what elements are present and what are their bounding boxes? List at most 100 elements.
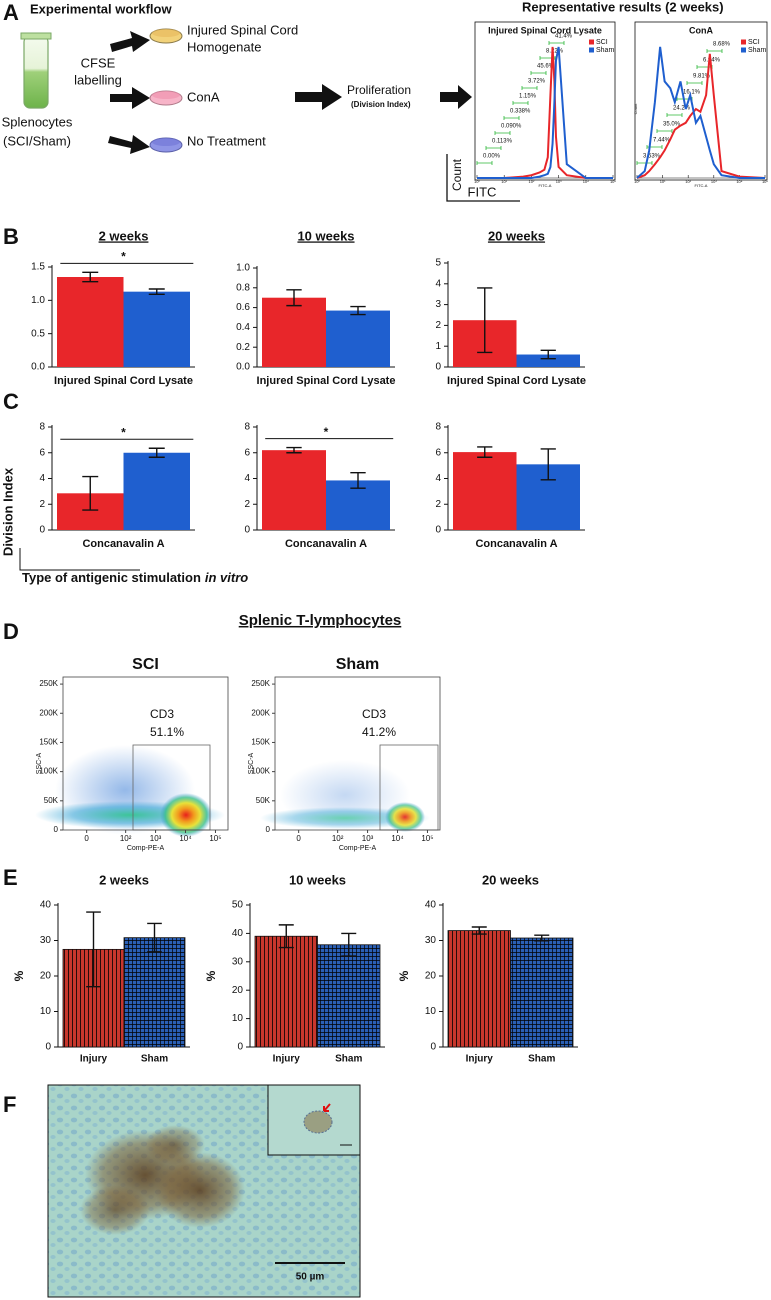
cells-label: (SCI/Sham) bbox=[3, 133, 71, 148]
gate-label: 35.0% bbox=[663, 122, 681, 128]
y-tick-label: 1.0 bbox=[236, 263, 250, 274]
gate-bracket bbox=[706, 49, 723, 53]
gate-percent: 51.1% bbox=[150, 725, 184, 739]
panel-label: F bbox=[3, 1092, 16, 1117]
x-tick-label: Injury bbox=[273, 1054, 301, 1065]
y-tick-label: 20 bbox=[232, 985, 244, 996]
significance-label: * bbox=[121, 425, 126, 439]
bar bbox=[123, 937, 186, 1048]
results-title: Representative results (2 weeks) bbox=[522, 0, 724, 14]
treatment-label: Injured Spinal Cord bbox=[187, 22, 298, 37]
x-tick-label: Sham bbox=[335, 1054, 362, 1065]
y-tick-label: 0 bbox=[237, 1042, 243, 1053]
y-tick-label: 0.5 bbox=[31, 328, 45, 339]
bar bbox=[57, 277, 124, 367]
legend-label: Sham bbox=[748, 47, 766, 54]
x-tick-label: 10³ bbox=[362, 834, 374, 843]
x-tick-label: 10² bbox=[120, 834, 132, 843]
y-tick-label: 1.0 bbox=[31, 295, 45, 306]
gate-bracket bbox=[656, 129, 673, 133]
y-tick-label: 30 bbox=[425, 935, 437, 946]
x-tick-label: 10⁵ bbox=[762, 179, 768, 184]
dish-icon bbox=[152, 138, 180, 146]
gate-label: 6.94% bbox=[703, 58, 721, 64]
x-tick-label: 10¹ bbox=[660, 179, 666, 184]
legend-label: Sham bbox=[596, 47, 614, 54]
error-bar bbox=[286, 446, 302, 454]
error-bar bbox=[148, 447, 165, 458]
gate-bracket bbox=[476, 161, 493, 165]
y-tick-label: 50K bbox=[256, 796, 271, 805]
arrow bbox=[110, 31, 150, 52]
x-tick-label: 10² bbox=[332, 834, 344, 843]
y-axis-label: % bbox=[204, 970, 218, 981]
x-tick-label: 10⁴ bbox=[179, 834, 192, 843]
y-tick-label: 250K bbox=[251, 679, 270, 688]
x-tick-label: 10³ bbox=[150, 834, 162, 843]
y-tick-label: 50 bbox=[232, 900, 244, 911]
x-axis-label: FITC-A bbox=[539, 183, 552, 188]
error-bar bbox=[82, 271, 99, 283]
x-tick-label: 10⁵ bbox=[610, 179, 616, 184]
x-axis-label: Injured Spinal Cord Lysate bbox=[257, 375, 396, 387]
density-hotspot bbox=[385, 802, 425, 832]
error-bar bbox=[286, 289, 302, 307]
gate-label: 0.113% bbox=[492, 139, 513, 145]
x-axis-label: FITC-A bbox=[695, 183, 708, 188]
bar bbox=[254, 935, 318, 1048]
gate-bracket bbox=[521, 86, 538, 90]
gate-label: 8.22% bbox=[546, 49, 564, 55]
y-tick-label: 8 bbox=[435, 422, 441, 433]
y-axis-label: SSC-A bbox=[248, 752, 255, 774]
density-sham bbox=[260, 760, 430, 832]
y-tick-label: 200K bbox=[39, 708, 58, 717]
panel-label: D bbox=[3, 619, 19, 644]
x-tick-label: 10⁴ bbox=[736, 179, 742, 184]
gate-bracket bbox=[494, 131, 511, 135]
error-bar bbox=[148, 288, 165, 296]
gate-label: 45.6% bbox=[537, 64, 555, 70]
series-line bbox=[477, 46, 613, 179]
dish-icon bbox=[152, 91, 180, 99]
gate-label: 1.15% bbox=[519, 94, 537, 100]
y-tick-label: 0.6 bbox=[236, 302, 250, 313]
y-tick-label: 100K bbox=[251, 767, 270, 776]
gate-label: 9.81% bbox=[693, 74, 711, 80]
bar bbox=[453, 452, 517, 530]
y-tick-label: 30 bbox=[40, 935, 52, 946]
bar bbox=[123, 452, 190, 530]
chart-title: Injured Spinal Cord Lysate bbox=[488, 25, 602, 35]
bar bbox=[317, 944, 381, 1048]
flow-title: Splenic T-lymphocytes bbox=[239, 612, 402, 629]
panel-label: B bbox=[3, 224, 19, 249]
chart-title: Sham bbox=[336, 656, 380, 673]
tube-icon bbox=[23, 35, 49, 109]
bar bbox=[447, 930, 511, 1048]
tube-cap bbox=[20, 32, 52, 40]
y-tick-label: 0 bbox=[266, 825, 271, 834]
gate-label: 0.090% bbox=[501, 124, 522, 130]
gate-label: 41.4% bbox=[555, 34, 573, 40]
error-bar bbox=[86, 911, 101, 988]
error-bar bbox=[477, 446, 493, 458]
y-tick-label: 0.0 bbox=[236, 362, 250, 373]
error-bar bbox=[278, 924, 294, 949]
gate-bracket bbox=[512, 101, 529, 105]
y-tick-label: 4 bbox=[39, 473, 45, 484]
gate-label: 7.44% bbox=[653, 138, 671, 144]
labelling-label: CFSE bbox=[81, 55, 116, 70]
arrow bbox=[108, 135, 150, 154]
y-tick-label: 2 bbox=[39, 499, 45, 510]
x-axis-label: Concanavalin A bbox=[475, 538, 557, 550]
y-tick-label: 0 bbox=[45, 1042, 51, 1053]
y-axis-label: SSC-A bbox=[36, 752, 43, 774]
gate-label: 24.2% bbox=[673, 106, 691, 112]
bar bbox=[510, 937, 574, 1048]
y-tick-label: 4 bbox=[435, 278, 441, 289]
x-tick-label: 10⁵ bbox=[421, 834, 433, 843]
x-tick-label: Injury bbox=[466, 1054, 494, 1065]
error-bar bbox=[147, 922, 162, 953]
gate-bracket bbox=[503, 116, 520, 120]
